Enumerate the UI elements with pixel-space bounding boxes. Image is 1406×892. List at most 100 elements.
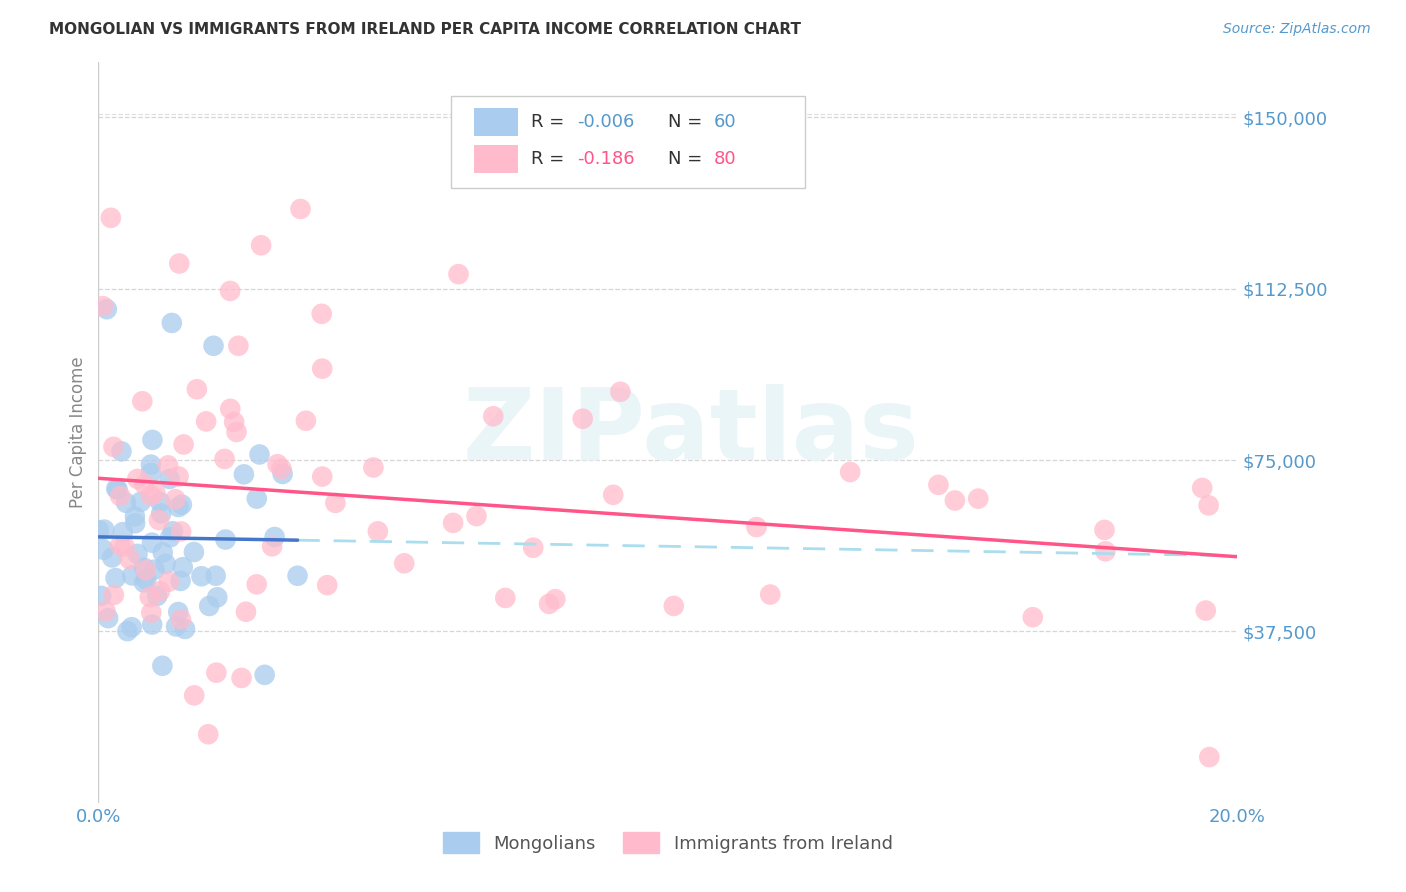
Point [108,539,131,553]
Point [152,545,174,559]
Point [266,457,288,471]
Point [609,384,631,399]
Point [839,465,862,479]
Point [162,524,184,539]
Point [146,589,169,603]
Point [117,624,139,639]
Point [115,496,138,510]
Point [522,541,544,555]
Point [139,466,162,480]
Point [1191,481,1213,495]
Point [172,560,194,574]
Point [167,500,190,514]
Point [127,547,149,561]
Point [759,588,782,602]
Point [311,361,333,376]
Point [225,425,247,439]
Point [228,339,250,353]
Point [173,437,195,451]
Text: Source: ZipAtlas.com: Source: ZipAtlas.com [1223,22,1371,37]
Point [96,302,118,317]
Point [662,599,685,613]
Point [262,540,284,554]
Point [149,584,172,599]
Point [246,491,269,506]
Text: R =: R = [531,151,576,169]
Legend: Mongolians, Immigrants from Ireland: Mongolians, Immigrants from Ireland [436,825,900,861]
Point [325,496,347,510]
Point [1022,610,1045,624]
Point [105,482,128,496]
Point [97,611,120,625]
Point [544,592,567,607]
Point [207,591,229,605]
Point [87,523,110,537]
Point [249,447,271,461]
Point [214,533,236,547]
Point [219,284,242,298]
Text: 80: 80 [713,151,735,169]
Text: MONGOLIAN VS IMMIGRANTS FROM IRELAND PER CAPITA INCOME CORRELATION CHART: MONGOLIAN VS IMMIGRANTS FROM IRELAND PER… [49,22,801,37]
Point [131,394,153,409]
Point [183,689,205,703]
Point [1195,603,1218,617]
Point [159,530,181,544]
Text: R =: R = [531,113,571,131]
Point [271,467,294,481]
Point [143,563,166,577]
Point [295,414,318,428]
Point [141,535,163,549]
Point [967,491,990,506]
Text: N =: N = [668,113,707,131]
Point [149,495,172,509]
Point [1094,523,1116,537]
Point [169,574,191,588]
Text: N =: N = [668,151,707,169]
Point [311,469,333,483]
Y-axis label: Per Capita Income: Per Capita Income [69,357,87,508]
Point [157,458,180,473]
FancyBboxPatch shape [474,145,517,173]
Point [232,467,254,482]
Point [231,671,253,685]
Point [571,411,593,425]
FancyBboxPatch shape [474,108,517,136]
Point [107,483,129,497]
Point [538,597,561,611]
Point [441,516,464,530]
Point [127,472,149,486]
Point [134,560,156,574]
Point [129,495,152,509]
Point [197,727,219,741]
Point [150,658,173,673]
Point [287,568,309,582]
Point [224,415,246,429]
Point [186,382,208,396]
Point [124,516,146,531]
Point [270,462,292,476]
Point [141,433,163,447]
Point [195,414,218,428]
Point [190,569,212,583]
Point [927,478,949,492]
FancyBboxPatch shape [451,95,804,188]
Point [148,513,170,527]
Point [183,545,205,559]
Point [602,488,624,502]
Point [165,619,187,633]
Point [367,524,389,539]
Point [139,458,162,472]
Point [263,530,285,544]
Point [943,493,966,508]
Point [139,488,162,502]
Point [1198,750,1220,764]
Point [143,485,166,500]
Point [121,568,143,582]
Point [150,507,173,521]
Point [93,523,115,537]
Point [104,571,127,585]
Point [316,578,339,592]
Point [155,557,177,571]
Point [103,588,125,602]
Point [111,525,134,540]
